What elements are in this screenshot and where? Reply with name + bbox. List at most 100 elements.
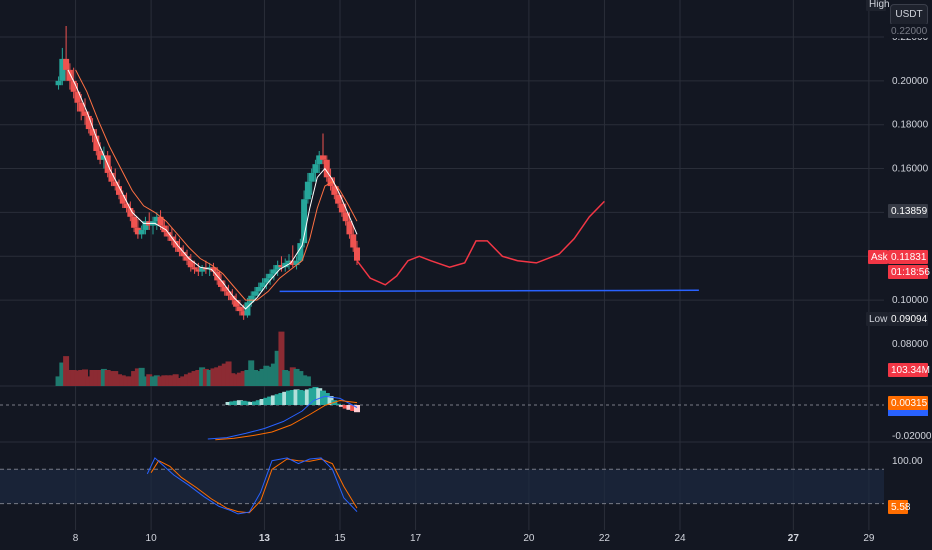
candle-body: [187, 260, 194, 268]
volume-bar: [142, 376, 149, 386]
volume-badge-bg: [888, 363, 928, 377]
macd-histogram-bar: [312, 387, 319, 405]
candle-body: [338, 203, 345, 213]
volume-bar: [146, 374, 153, 386]
x-tick-label: 27: [788, 533, 800, 544]
macd-line: [207, 395, 358, 440]
candle-body: [225, 291, 232, 296]
macd-tick-label: -0.02000: [892, 431, 932, 442]
volume-bar: [240, 371, 247, 386]
volume-bar: [218, 365, 224, 386]
volume-bar: [161, 375, 168, 386]
candle-body: [63, 58, 70, 70]
candle-body: [74, 91, 81, 103]
x-tick-label: 24: [674, 533, 686, 544]
candle-body: [195, 269, 202, 272]
candle-body: [346, 221, 353, 235]
volume-bar: [63, 356, 70, 386]
candle-body: [255, 286, 262, 292]
volume-bar: [134, 368, 141, 386]
candle-body: [85, 115, 92, 130]
candle-body: [263, 278, 270, 283]
x-tick-label: 15: [334, 533, 346, 544]
candle-body: [112, 181, 119, 187]
candle-body: [270, 269, 277, 274]
volume-bar: [289, 367, 296, 386]
y-tick-label: 0.20000: [892, 76, 929, 87]
candle-body: [168, 236, 175, 241]
candle-body: [229, 295, 236, 301]
volume-bar: [93, 370, 100, 386]
candle-body: [308, 172, 315, 182]
x-tick-label: 20: [523, 533, 535, 544]
volume-bar: [274, 350, 281, 386]
macd-histogram-bar: [244, 401, 251, 405]
candle-body: [165, 232, 172, 237]
candle-body: [350, 234, 357, 248]
macd-histogram-bar: [240, 400, 247, 405]
ma-fast-line: [67, 69, 358, 310]
macd-histogram-bar: [320, 390, 326, 405]
volume-bar: [263, 365, 270, 386]
candle-body: [127, 208, 134, 217]
y-tick-label: 0.16000: [892, 164, 929, 175]
candle-body: [320, 155, 326, 160]
macd-histogram-bar: [278, 393, 285, 405]
candle-body: [342, 212, 349, 222]
volume-bar: [127, 376, 134, 386]
macd-histogram-bar: [286, 390, 292, 405]
volume-bar: [297, 371, 304, 386]
candle-body: [221, 286, 228, 292]
volume-bar: [150, 376, 156, 386]
candle-body: [331, 186, 338, 195]
macd-histogram-bar: [289, 390, 296, 405]
macd-histogram-bar: [255, 400, 262, 405]
candle-body: [304, 181, 311, 200]
candle-body: [218, 280, 224, 287]
volume-bar: [199, 367, 206, 386]
macd-histogram-bar: [259, 399, 266, 405]
volume-bar: [244, 370, 251, 386]
ask-label-badge: Ask: [871, 252, 889, 263]
candle-body: [267, 273, 274, 279]
volume-bar: [210, 368, 217, 386]
macd-value-badge: 0.00315: [891, 398, 928, 409]
candle-body: [108, 172, 115, 182]
macd-histogram-bar: [236, 400, 243, 405]
candle-body: [244, 302, 251, 316]
macd-histogram-bar: [263, 397, 270, 405]
candle-body: [184, 256, 190, 261]
indicator-lines: [67, 69, 699, 310]
candle-body: [59, 58, 66, 81]
stochastic-pane: [146, 457, 358, 515]
y-tick-label: 0.08000: [892, 339, 929, 350]
candle-body: [233, 300, 240, 307]
volume-bar: [255, 371, 262, 386]
volume-bar: [293, 368, 300, 386]
volume-bar: [270, 363, 277, 386]
candle-body: [93, 135, 100, 152]
macd-value-badge-bg: [888, 396, 928, 410]
macd-histogram-bar: [229, 401, 236, 405]
candle-body: [157, 216, 164, 226]
stoch-tick-label: 100.00: [892, 456, 923, 467]
candle-body: [180, 251, 187, 257]
candlesticks[interactable]: [55, 26, 360, 320]
low-value-badge: 0.09094: [891, 314, 928, 325]
macd-histogram-bar: [323, 393, 330, 405]
volume-bar: [100, 368, 107, 386]
candle-body: [134, 227, 141, 235]
volume-bar: [104, 370, 111, 386]
candle-body: [259, 282, 266, 287]
candle-body: [89, 129, 96, 136]
macd-histogram-bar: [308, 388, 315, 405]
macd-histogram-bar: [293, 389, 300, 405]
volume-bar: [191, 371, 198, 386]
candle-body: [278, 265, 285, 268]
macd-histogram-bar: [346, 405, 353, 410]
candle-body: [354, 247, 360, 261]
volume-bar: [123, 376, 130, 386]
stoch-k-line: [146, 457, 358, 515]
candle-body: [316, 155, 323, 165]
